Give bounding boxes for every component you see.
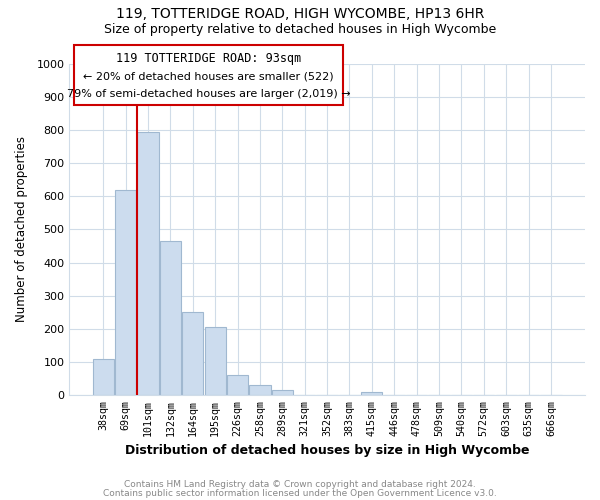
X-axis label: Distribution of detached houses by size in High Wycombe: Distribution of detached houses by size …	[125, 444, 529, 458]
Bar	[137, 132, 158, 396]
Bar	[250, 386, 271, 396]
Bar	[272, 390, 293, 396]
Text: Contains public sector information licensed under the Open Government Licence v3: Contains public sector information licen…	[103, 488, 497, 498]
FancyBboxPatch shape	[74, 46, 343, 105]
Bar	[361, 392, 382, 396]
Bar	[205, 328, 226, 396]
Bar	[92, 359, 114, 396]
Y-axis label: Number of detached properties: Number of detached properties	[15, 136, 28, 322]
Text: 119 TOTTERIDGE ROAD: 93sqm: 119 TOTTERIDGE ROAD: 93sqm	[116, 52, 301, 65]
Text: Contains HM Land Registry data © Crown copyright and database right 2024.: Contains HM Land Registry data © Crown c…	[124, 480, 476, 489]
Text: ← 20% of detached houses are smaller (522): ← 20% of detached houses are smaller (52…	[83, 72, 334, 82]
Text: Size of property relative to detached houses in High Wycombe: Size of property relative to detached ho…	[104, 22, 496, 36]
Bar	[160, 241, 181, 396]
Bar	[182, 312, 203, 396]
Text: 79% of semi-detached houses are larger (2,019) →: 79% of semi-detached houses are larger (…	[67, 90, 350, 100]
Bar	[115, 190, 136, 396]
Text: 119, TOTTERIDGE ROAD, HIGH WYCOMBE, HP13 6HR: 119, TOTTERIDGE ROAD, HIGH WYCOMBE, HP13…	[116, 8, 484, 22]
Bar	[227, 376, 248, 396]
